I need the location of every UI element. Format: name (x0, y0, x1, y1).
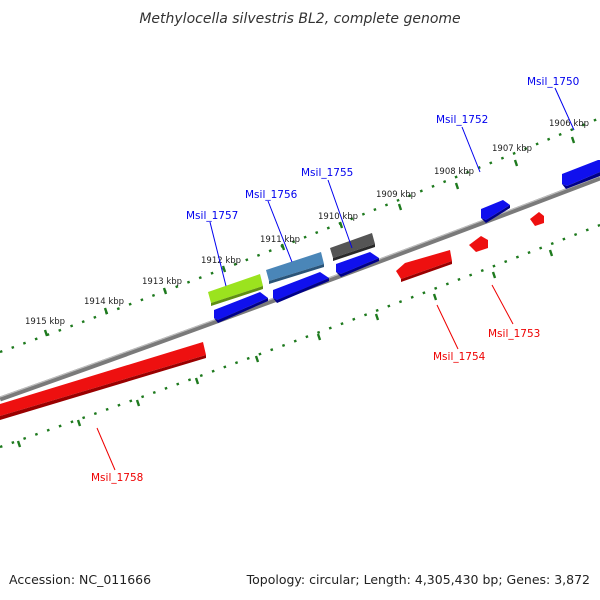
tick-label-1914: 1914 kbp (84, 297, 124, 307)
gene-label-msil-1753[interactable]: Msil_1753 (488, 328, 540, 340)
lower-major-ticks (16, 249, 554, 448)
tick-label-1908: 1908 kbp (434, 167, 474, 177)
gene-feature-msil-1757-shadow (214, 298, 268, 323)
genome-title: Methylocella silvestris BL2, complete ge… (139, 11, 460, 27)
gene-label-msil-1756[interactable]: Msil_1756 (245, 189, 298, 201)
tick-label-1909: 1909 kbp (376, 190, 416, 200)
tick-label-1910: 1910 kbp (318, 212, 358, 222)
tick-label-1906: 1906 kbp (549, 119, 589, 129)
tick-labels: 1906 kbp 1907 kbp 1908 kbp 1909 kbp 1910… (25, 119, 589, 327)
gene-feature-msil-1750[interactable] (562, 160, 600, 186)
minus-strand-features (0, 212, 544, 420)
gene-labels: Msil_1750 Msil_1752 Msil_1753 Msil_1754 … (91, 76, 579, 484)
gene-feature-msil-1756-shadow (273, 278, 329, 303)
tick-label-1911: 1911 kbp (260, 235, 300, 245)
feature-block-green-shadow (211, 286, 263, 306)
feature-block-steelblue-shadow (269, 264, 324, 284)
gene-feature-msil-1758[interactable] (0, 342, 206, 416)
label-leaders (96, 87, 575, 471)
feature-block-steelblue[interactable] (266, 252, 324, 281)
feature-block-green[interactable] (208, 274, 263, 303)
gene-label-msil-1752[interactable]: Msil_1752 (436, 114, 488, 126)
tick-label-1915: 1915 kbp (25, 317, 65, 327)
gene-feature-msil-1753-b[interactable] (530, 212, 544, 226)
tick-label-1912: 1912 kbp (201, 256, 241, 266)
gene-feature-msil-1752[interactable] (481, 200, 510, 220)
gene-label-msil-1757[interactable]: Msil_1757 (186, 210, 238, 222)
tick-label-1907: 1907 kbp (492, 144, 532, 154)
gene-feature-msil-1753-a[interactable] (469, 236, 488, 252)
gene-feature-msil-1758-shadow (0, 355, 206, 420)
gene-feature-msil-1756[interactable] (273, 272, 329, 300)
gene-feature-msil-1757[interactable] (214, 292, 268, 320)
gene-label-msil-1755[interactable]: Msil_1755 (301, 167, 353, 179)
tick-label-1913: 1913 kbp (142, 277, 182, 287)
feature-block-gray[interactable] (330, 233, 375, 258)
annotation-features (208, 233, 375, 306)
feature-block-gray-shadow (333, 244, 375, 261)
gene-label-msil-1754[interactable]: Msil_1754 (433, 351, 486, 363)
gene-label-msil-1758[interactable]: Msil_1758 (91, 472, 143, 484)
gene-feature-msil-1754[interactable] (396, 250, 452, 279)
accession-text: Accession: NC_011666 (9, 572, 152, 587)
gene-feature-msil-1754-shadow (401, 261, 452, 282)
gene-feature-msil-1755[interactable] (336, 252, 379, 274)
upper-major-ticks (43, 136, 576, 337)
plus-strand-features (214, 160, 600, 323)
gene-label-msil-1750[interactable]: Msil_1750 (527, 76, 579, 88)
gene-feature-msil-1750-shadow (562, 172, 600, 189)
gene-feature-msil-1755-shadow (336, 258, 379, 277)
genome-summary-text: Topology: circular; Length: 4,305,430 bp… (246, 572, 590, 587)
